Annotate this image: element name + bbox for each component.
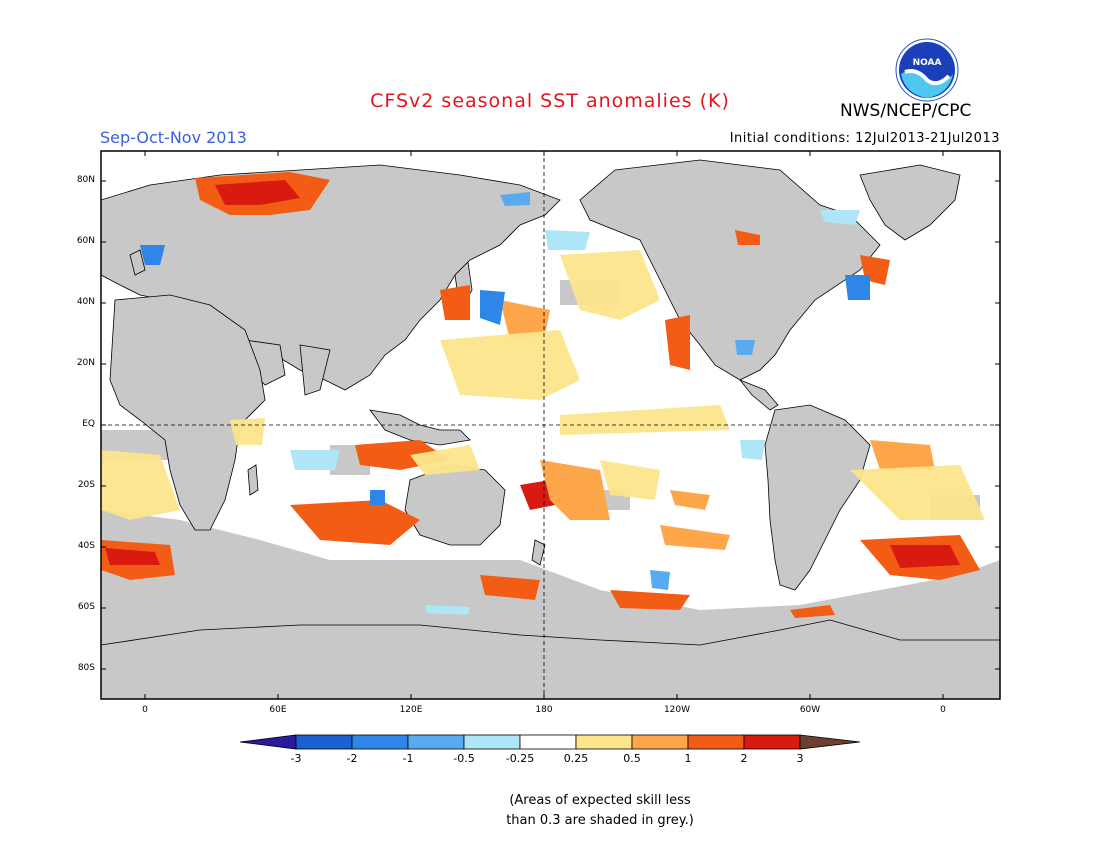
colorbar-tick-label: 0.25 [563, 752, 589, 765]
colorbar-arrow-left [239, 734, 297, 750]
land-africa [109, 294, 266, 531]
land-uk [129, 249, 146, 276]
lon-label-180: 180 [535, 705, 553, 715]
colorbar-tick-label: -1 [402, 752, 414, 765]
land-greenland [859, 164, 961, 241]
lat-label-80s: 80S [77, 663, 95, 673]
land-new-zealand [531, 539, 546, 566]
initial-conditions-label: Initial conditions: 12Jul2013-21Jul2013 [729, 131, 1000, 146]
colorbar [239, 734, 861, 750]
colorbar-tick-label: 1 [684, 752, 692, 765]
land-masses [101, 159, 1000, 699]
lon-label-60w: 60W [799, 705, 821, 715]
colorbar-bin [687, 734, 745, 750]
lat-ticks [101, 180, 1000, 670]
lat-label-eq: EQ [82, 419, 95, 429]
land-madagascar [247, 464, 259, 496]
colorbar-tick-label: -2 [346, 752, 358, 765]
noaa-logo [895, 38, 959, 102]
colorbar-bin [463, 734, 521, 750]
lon-label-120e: 120E [399, 705, 423, 715]
land-india [299, 344, 331, 396]
colorbar-bin [407, 734, 465, 750]
colorbar-tick-label: 2 [740, 752, 748, 765]
map-title: CFSv2 seasonal SST anomalies (K) [370, 90, 730, 112]
colorbar-bin [575, 734, 633, 750]
lon-ticks [144, 151, 944, 699]
land-central-america [738, 379, 779, 411]
land-antarctica [101, 619, 1000, 699]
footnote-line-2: than 0.3 are shaded in grey.) [506, 813, 694, 828]
colorbar-bin [351, 734, 409, 750]
lat-label-60n: 60N [76, 236, 95, 246]
lat-label-80n: 80N [76, 175, 95, 185]
footnote: (Areas of expected skill less than 0.3 a… [440, 791, 760, 831]
lat-label-60s: 60S [77, 602, 95, 612]
noaa-logo-text: NOAA [912, 58, 942, 68]
lon-label-120w: 120W [663, 705, 691, 715]
lat-label-20s: 20S [77, 480, 95, 490]
colorbar-bin [743, 734, 801, 750]
warm-anomalies [101, 172, 980, 618]
lat-label-40n: 40N [76, 297, 95, 307]
colorbar-tick-label: 0.5 [623, 752, 641, 765]
season-label: Sep-Oct-Nov 2013 [100, 128, 247, 147]
lat-label-20n: 20N [76, 358, 95, 368]
colorbar-arrow-right [799, 734, 861, 750]
footnote-line-1: (Areas of expected skill less [509, 793, 691, 808]
weak-warm-anomalies [101, 250, 985, 520]
lat-label-40s: 40S [77, 541, 95, 551]
colorbar-bin [295, 734, 353, 750]
lon-label-0-east: 0 [940, 705, 946, 715]
colorbar-tick-label: 3 [796, 752, 804, 765]
cool-anomalies [140, 192, 870, 615]
land-south-america [764, 404, 871, 591]
colorbar-bin [631, 734, 689, 750]
colorbar-tick-label: -3 [290, 752, 302, 765]
colorbar-bin [519, 734, 577, 750]
colorbar-tick-label: -0.5 [453, 752, 475, 765]
land-australia [404, 464, 506, 546]
colorbar-tick-label: -0.25 [505, 752, 535, 765]
lon-label-60e: 60E [269, 705, 287, 715]
land-indonesia [369, 409, 471, 446]
lon-label-0: 0 [142, 705, 148, 715]
agency-label: NWS/NCEP/CPC [840, 101, 972, 121]
